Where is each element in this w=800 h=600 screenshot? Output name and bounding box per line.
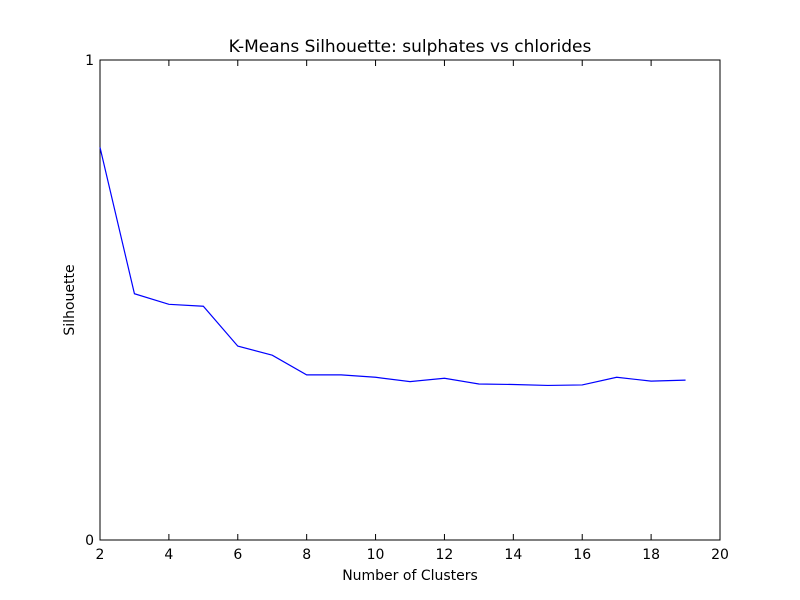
- x-tick-label: 18: [642, 547, 660, 563]
- plot-area: 2 4 6 8 10 12 14 16 18 20 0 1: [85, 53, 729, 563]
- x-tick-label: 14: [504, 547, 522, 563]
- series-line: [99, 147, 686, 387]
- x-tick-label: 6: [233, 547, 242, 563]
- x-axis-label: Number of Clusters: [342, 568, 478, 584]
- x-tick-label: 20: [711, 547, 729, 563]
- x-tick-label: 8: [302, 547, 311, 563]
- x-tick-label: 12: [436, 547, 454, 563]
- chart-title: K-Means Silhouette: sulphates vs chlorid…: [229, 37, 592, 57]
- y-tick-label: 1: [85, 53, 94, 69]
- plot-frame: [99, 59, 721, 541]
- x-tick-label: 2: [96, 547, 105, 563]
- x-tick-label: 4: [164, 547, 173, 563]
- y-axis-label: Silhouette: [62, 264, 78, 335]
- y-tick-label: 0: [85, 533, 94, 549]
- x-tick-label: 16: [573, 547, 591, 563]
- x-tick-label: 10: [367, 547, 385, 563]
